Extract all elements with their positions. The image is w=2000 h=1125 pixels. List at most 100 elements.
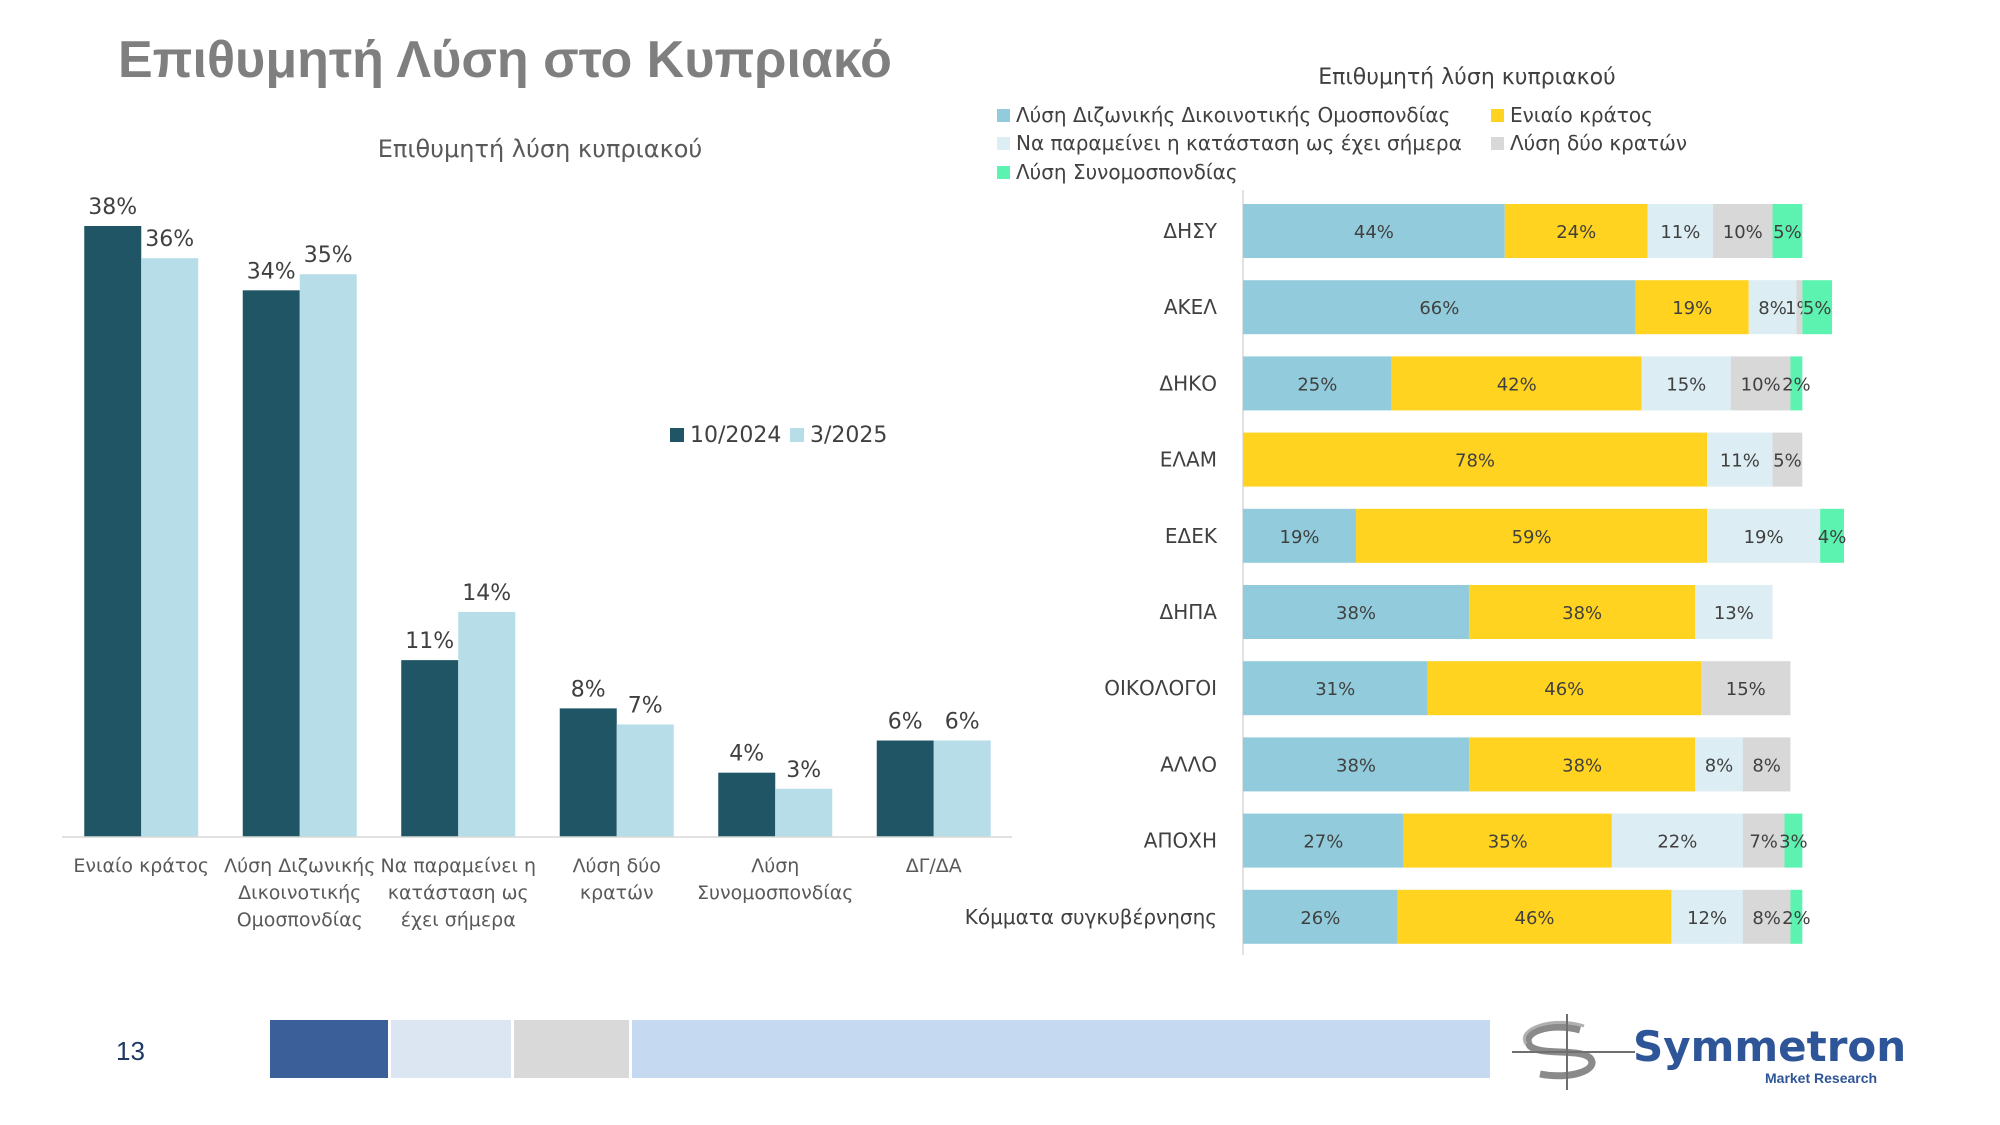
legend-swatch-1 [1491,109,1504,122]
segment-0-2 [1647,204,1714,258]
x-tick-label-2-0: Να παραμείνει η [380,855,536,877]
segment-3-2 [1707,432,1773,487]
legend-label-3: Λύση δύο κρατών [1510,131,1687,155]
segment-label-8-0: 27% [1303,832,1343,853]
bar-2024-3 [559,708,617,837]
bar-2024-5 [876,740,934,837]
left-chart-title: Επιθυμητή λύση κυπριακού [378,135,703,163]
segment-label-5-1: 38% [1562,603,1602,624]
segment-4-0 [1243,508,1357,563]
segment-0-3 [1713,204,1773,258]
row-label-2: ΔΗΚΟ [1159,371,1217,395]
row-label-4: ΕΔΕΚ [1165,524,1218,548]
segment-8-4 [1784,813,1803,868]
segment-7-0 [1243,737,1470,792]
bar-2025-5 [933,740,991,837]
segment-label-0-2: 11% [1660,222,1700,243]
segment-5-2 [1695,585,1773,639]
legend-label-3/2025: 3/2025 [810,423,887,448]
page-number: 13 [116,1036,145,1066]
segment-7-3 [1742,737,1791,792]
legend-swatch-3 [1491,137,1504,150]
bar-2024-2 [401,660,459,837]
segment-label-9-1: 46% [1515,908,1555,929]
legend-label-2: Να παραμείνει η κατάσταση ως έχει σήμερα [1016,131,1462,155]
segment-5-0 [1243,585,1470,639]
x-tick-label-4-0: Λύση [751,855,799,877]
footer-bar-3 [514,1020,629,1078]
footer-bar-4 [632,1020,1490,1078]
segment-1-4 [1802,280,1833,335]
segment-label-3-2: 11% [1720,451,1760,472]
segment-label-8-3: 7% [1749,832,1778,853]
x-tick-label-1-0: Λύση Διζωνικής [224,855,375,877]
bar-label-2024-3: 8% [571,677,606,702]
bar-label-2025-2: 14% [462,581,511,606]
bar-label-2024-0: 38% [88,195,137,220]
segment-4-4 [1820,508,1844,563]
bar-label-2024-1: 34% [247,259,296,284]
bar-label-2024-4: 4% [729,742,764,767]
bar-2025-3 [616,724,674,837]
bar-label-2025-5: 6% [945,710,980,735]
legend-swatch-2 [997,137,1010,150]
bar-label-2025-0: 36% [145,227,194,252]
segment-2-1 [1391,356,1642,411]
bar-label-2025-4: 3% [786,758,821,783]
x-tick-label-3-0: Λύση δύο [573,855,661,877]
segment-8-1 [1403,813,1612,868]
legend-label-4: Λύση Συνομοσπονδίας [1016,160,1238,184]
segment-6-3 [1701,661,1791,716]
segment-label-8-2: 22% [1657,832,1697,853]
x-tick-label-3-1: κρατών [580,882,654,904]
segment-label-2-0: 25% [1297,374,1337,395]
segment-label-6-1: 46% [1544,679,1584,700]
bar-label-2025-1: 35% [304,243,353,268]
row-label-6: ΟΙΚΟΛΟΓΟΙ [1104,676,1217,700]
segment-1-0 [1243,280,1636,335]
segment-label-9-0: 26% [1300,908,1340,929]
segment-2-2 [1641,356,1731,411]
legend-label-1: Ενιαίο κράτος [1510,103,1653,127]
logo-tagline: Market Research [1765,1070,1878,1086]
segment-8-2 [1611,813,1743,868]
row-label-9: Κόμματα συγκυβέρνησης [965,905,1217,929]
segment-label-6-3: 15% [1726,679,1766,700]
legend-swatch-10/2024 [670,428,684,442]
row-label-8: ΑΠΟΧΗ [1144,829,1217,853]
footer-bar-1 [270,1020,388,1078]
row-label-7: ΑΛΛΟ [1160,752,1217,776]
segment-label-0-4: 5% [1773,222,1802,243]
x-tick-label-2-1: κατάσταση ως [388,882,529,904]
legend-swatch-3/2025 [790,428,804,442]
segment-3-3 [1772,432,1803,487]
segment-label-1-2: 8% [1758,298,1787,319]
segment-label-1-4: 5% [1803,298,1832,319]
segment-9-1 [1397,889,1672,944]
segment-2-0 [1243,356,1392,411]
segment-0-4 [1772,204,1803,258]
segment-label-4-4: 4% [1818,527,1847,548]
segment-4-1 [1356,508,1708,563]
legend-label-0: Λύση Διζωνικής Δικοινοτικής Ομοσπονδίας [1016,103,1450,127]
bar-2025-4 [775,788,833,837]
segment-1-3 [1796,280,1803,335]
bar-2024-4 [718,772,776,837]
bar-2025-0 [141,258,199,837]
segment-label-2-3: 10% [1741,374,1781,395]
segment-9-3 [1742,889,1791,944]
segment-label-0-0: 44% [1354,222,1394,243]
segment-label-5-0: 38% [1336,603,1376,624]
segment-8-3 [1742,813,1785,868]
legend-swatch-0 [997,109,1010,122]
segment-label-4-1: 59% [1512,527,1552,548]
bar-2024-0 [84,226,142,837]
segment-9-4 [1790,889,1803,944]
row-label-0: ΔΗΣΥ [1163,219,1217,243]
segment-label-9-4: 2% [1782,908,1811,929]
segment-8-0 [1243,813,1404,868]
legend-label-10/2024: 10/2024 [690,423,781,448]
segment-label-0-3: 10% [1723,222,1763,243]
segment-4-2 [1707,508,1821,563]
segment-7-2 [1695,737,1743,792]
